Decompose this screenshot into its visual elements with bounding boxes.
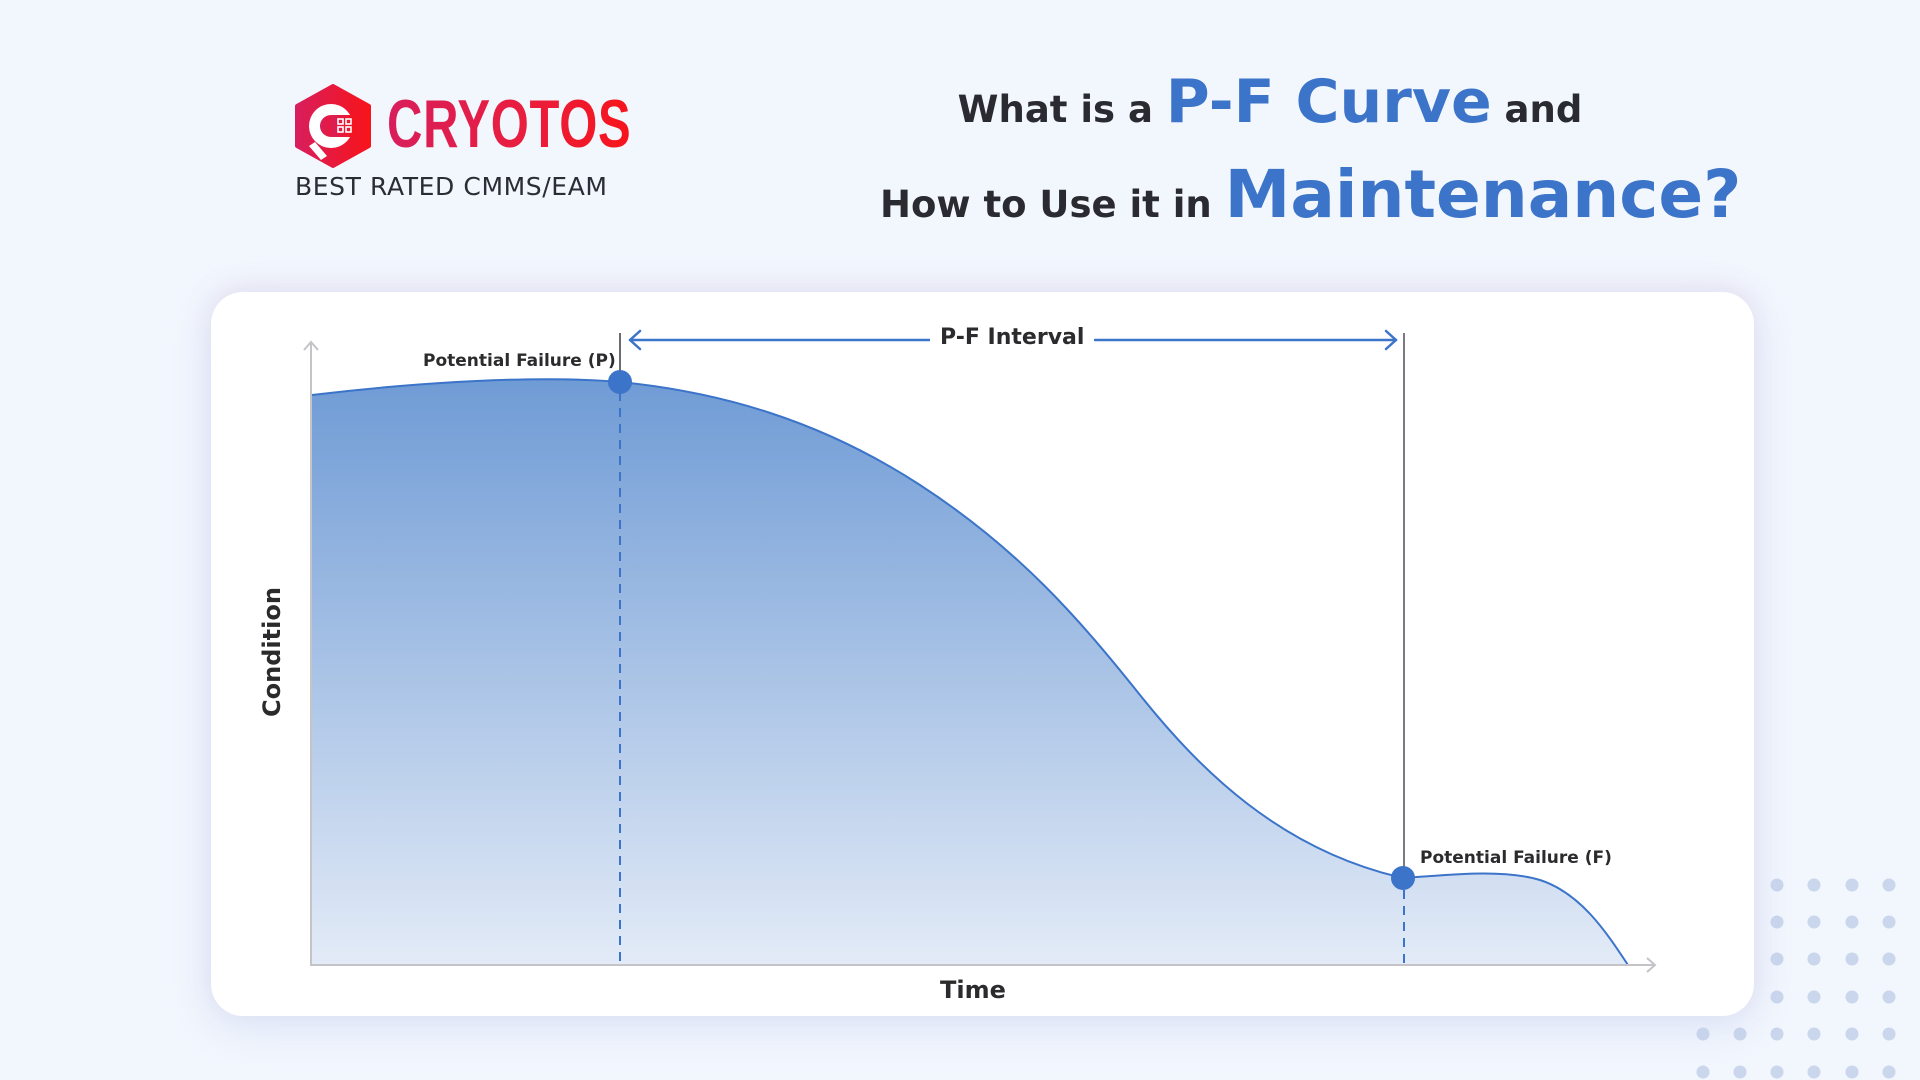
p-point-label: Potential Failure (P) — [423, 351, 616, 371]
arrow-left-icon — [628, 329, 642, 351]
f-point-label: Potential Failure (F) — [1420, 848, 1612, 868]
p-point-marker — [608, 370, 632, 394]
y-axis-label: Condition — [258, 587, 286, 717]
title-line1-prefix: What is a — [957, 88, 1166, 131]
pf-interval-arrow — [628, 329, 1398, 351]
title-line2-prefix: How to Use it in — [880, 183, 1225, 226]
title-line1-suffix: and — [1491, 88, 1583, 131]
cryotos-hexagon-logo-icon — [295, 84, 371, 168]
title-line1-accent: P-F Curve — [1165, 67, 1492, 137]
title-line-2: How to Use it in Maintenance? — [880, 150, 1741, 250]
brand-name: CRYOTOS — [387, 86, 632, 162]
x-axis-label: Time — [940, 976, 1006, 1004]
cryotos-logo: CRYOTOS BEST RATED CMMS/EAM — [293, 84, 633, 206]
page-title: What is a P-F Curve and How to Use it in… — [880, 62, 1741, 250]
f-point-marker — [1391, 866, 1415, 890]
pf-interval-label: P-F Interval — [930, 325, 1095, 350]
title-line-1: What is a P-F Curve and — [880, 62, 1660, 150]
title-line2-accent: Maintenance? — [1224, 156, 1742, 233]
y-axis — [303, 340, 319, 966]
condition-area — [312, 379, 1628, 965]
arrow-right-icon — [1384, 329, 1398, 351]
x-axis — [311, 957, 1657, 973]
brand-tagline: BEST RATED CMMS/EAM — [295, 172, 608, 201]
